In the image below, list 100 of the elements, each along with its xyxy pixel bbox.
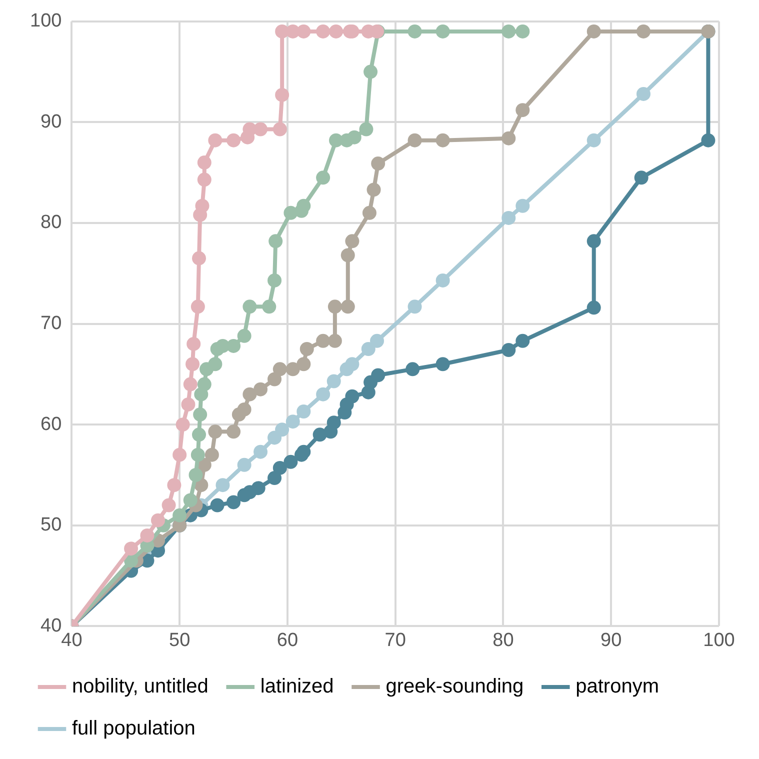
- point: [216, 478, 230, 492]
- point: [296, 24, 311, 38]
- x-tick-label: 60: [276, 630, 298, 651]
- point: [284, 454, 298, 469]
- point: [286, 362, 300, 376]
- point: [190, 300, 205, 314]
- point: [362, 206, 376, 220]
- point: [275, 422, 290, 437]
- point: [210, 498, 224, 512]
- point: [326, 374, 341, 388]
- point: [192, 251, 206, 266]
- point: [208, 357, 222, 372]
- point: [328, 300, 342, 314]
- point: [186, 336, 201, 351]
- point: [140, 528, 154, 542]
- point: [328, 334, 342, 348]
- point: [251, 481, 266, 496]
- point: [371, 156, 386, 171]
- point: [359, 122, 374, 136]
- point: [347, 130, 362, 144]
- point: [190, 448, 205, 462]
- point: [167, 478, 182, 492]
- point: [226, 424, 241, 439]
- point: [193, 408, 208, 422]
- point: [636, 24, 650, 38]
- y-tick-label: 50: [40, 514, 62, 536]
- point: [316, 24, 330, 38]
- y-tick-label: 100: [30, 10, 62, 32]
- point: [253, 444, 268, 459]
- point: [183, 493, 198, 508]
- point: [253, 122, 268, 136]
- point: [272, 362, 287, 376]
- point: [516, 334, 530, 348]
- point: [436, 273, 450, 288]
- point: [586, 133, 601, 148]
- point: [253, 382, 268, 396]
- point: [340, 300, 355, 314]
- point: [197, 156, 212, 170]
- point: [408, 24, 422, 38]
- point: [268, 471, 282, 486]
- point: [286, 414, 300, 429]
- point: [436, 133, 450, 148]
- point: [701, 133, 716, 148]
- point: [586, 300, 601, 315]
- y-tick-label: 40: [40, 615, 62, 636]
- point: [197, 377, 212, 392]
- x-tick-label: 40: [61, 630, 82, 651]
- x-tick-label: 100: [703, 630, 735, 651]
- point: [345, 357, 360, 372]
- point: [188, 468, 203, 482]
- point: [242, 300, 257, 314]
- point: [272, 460, 287, 475]
- y-tick-label: 80: [40, 212, 62, 234]
- point: [162, 498, 176, 512]
- x-tick-label: 80: [492, 630, 514, 651]
- point: [370, 334, 384, 348]
- point: [183, 377, 198, 392]
- point: [329, 24, 344, 38]
- point: [195, 198, 210, 213]
- point: [364, 64, 378, 79]
- point: [345, 234, 360, 248]
- point: [176, 418, 190, 432]
- y-tick-label: 70: [40, 313, 62, 334]
- point: [586, 24, 601, 38]
- point: [268, 273, 282, 288]
- point: [502, 343, 516, 358]
- point: [366, 182, 381, 197]
- point: [192, 428, 206, 442]
- point: [316, 170, 330, 185]
- point: [316, 387, 330, 402]
- point: [516, 24, 530, 38]
- point: [268, 234, 283, 248]
- legend-label: full population: [72, 718, 196, 740]
- point: [262, 300, 276, 314]
- point: [275, 88, 290, 102]
- point: [208, 424, 222, 439]
- point: [197, 172, 212, 187]
- y-tick-label: 60: [40, 414, 62, 435]
- point: [502, 24, 516, 38]
- legend-label: patronym: [576, 676, 659, 698]
- point: [296, 357, 311, 372]
- point: [340, 248, 355, 262]
- legend-label: greek-sounding: [386, 676, 524, 698]
- point: [406, 362, 420, 376]
- point: [371, 368, 386, 382]
- point: [408, 300, 422, 314]
- legend-label: latinized: [260, 676, 334, 698]
- point: [326, 416, 341, 430]
- point: [516, 103, 530, 118]
- point: [345, 389, 360, 404]
- legend-label: nobility, untitled: [72, 676, 208, 698]
- y-tick-label: 90: [40, 111, 62, 132]
- point: [226, 495, 241, 510]
- point: [151, 513, 166, 528]
- point: [172, 508, 187, 522]
- point: [296, 444, 311, 459]
- point: [172, 448, 187, 462]
- point: [361, 342, 376, 356]
- point: [226, 133, 241, 148]
- point: [436, 357, 450, 372]
